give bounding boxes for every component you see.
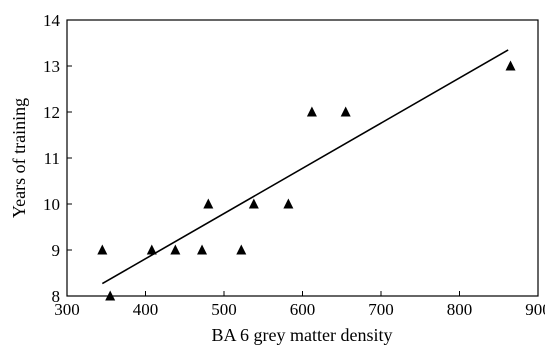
data-point-marker <box>283 198 294 209</box>
data-point-marker <box>505 60 516 71</box>
x-tick-label: 300 <box>54 300 80 319</box>
plot-frame <box>66 19 539 297</box>
data-point-marker <box>340 106 351 117</box>
x-tick-label: 600 <box>290 300 316 319</box>
x-tick-label: 700 <box>368 300 394 319</box>
x-tick-label: 500 <box>211 300 237 319</box>
y-tick-label: 13 <box>43 57 60 76</box>
regression-line <box>101 49 509 285</box>
data-point-marker <box>105 290 116 301</box>
data-point-marker <box>197 244 208 255</box>
x-axis: 300 400 500 600 700 800 900 <box>54 291 545 319</box>
data-point-marker <box>146 244 157 255</box>
data-point-marker <box>170 244 181 255</box>
data-point-marker <box>236 244 247 255</box>
y-tick-label: 14 <box>43 11 61 30</box>
x-axis-title: BA 6 grey matter density <box>212 325 393 345</box>
x-tick-label: 400 <box>133 300 159 319</box>
x-tick-label: 800 <box>447 300 473 319</box>
data-point-marker <box>97 244 108 255</box>
y-axis-title: Years of training <box>9 98 29 218</box>
y-tick-label: 9 <box>52 241 61 260</box>
data-point-marker <box>248 198 259 209</box>
y-tick-label: 8 <box>52 287 61 306</box>
data-points <box>97 60 516 301</box>
data-point-marker <box>203 198 214 209</box>
y-tick-label: 10 <box>43 195 60 214</box>
y-axis: 8 9 10 11 12 13 14 <box>43 11 72 306</box>
y-tick-label: 12 <box>43 103 60 122</box>
x-tick-label: 900 <box>525 300 545 319</box>
data-point-marker <box>306 106 317 117</box>
y-tick-label: 11 <box>44 149 60 168</box>
